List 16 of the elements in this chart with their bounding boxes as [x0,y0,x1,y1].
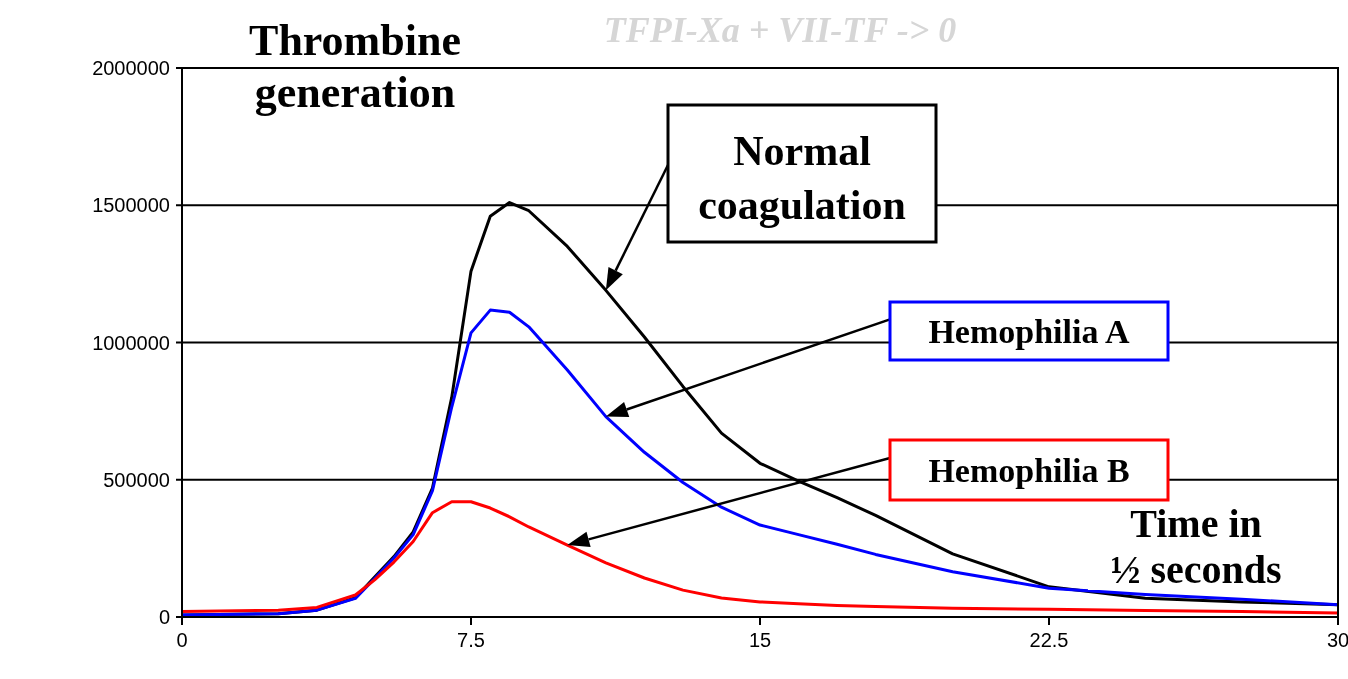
x-tick-label: 0 [176,629,188,652]
text: Hemophilia B [928,452,1130,489]
y-axis-title: Thrombine generation [249,16,461,117]
y-tick-label: 2000000 [92,57,170,80]
y-tick-label: 500000 [103,468,170,491]
x-tick-label: 22.5 [1029,629,1069,652]
y-tick-label: 1000000 [92,331,170,354]
y-tick-label: 0 [158,606,170,629]
x-tick-label: 30 [1326,629,1348,652]
x-tick-label: 7.5 [457,629,485,652]
x-axis-title: Time in ½ seconds [1110,501,1282,592]
x-tick-label: 15 [748,629,772,652]
text: Hemophilia A [928,313,1131,350]
y-tick-label: 1500000 [92,194,170,217]
text: Normal coagulation [698,128,906,228]
line-series [182,500,1338,615]
